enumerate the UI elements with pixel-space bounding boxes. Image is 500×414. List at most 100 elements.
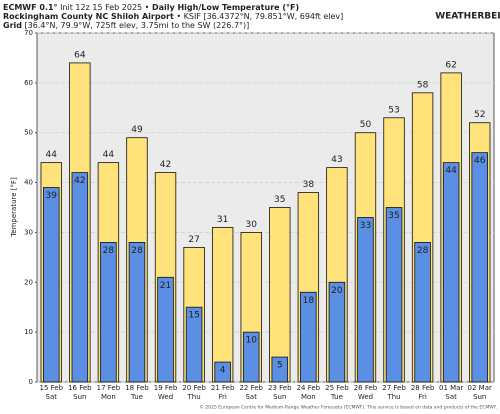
x-tick-label: Sat bbox=[46, 393, 58, 401]
value-label: 21 bbox=[160, 281, 171, 291]
x-tick-label: Sun bbox=[273, 393, 286, 401]
y-tick-label: 0 bbox=[29, 378, 33, 386]
value-label: 30 bbox=[245, 220, 257, 230]
value-label: 52 bbox=[474, 110, 485, 120]
x-tick-label: 21 Feb bbox=[211, 384, 235, 392]
title-init: Init 12z 15 Feb 2025 • bbox=[60, 3, 149, 12]
value-label: 18 bbox=[303, 296, 315, 306]
value-label: 49 bbox=[131, 125, 143, 135]
x-tick-label: Sun bbox=[473, 393, 486, 401]
y-axis-label: Temperature [°F] bbox=[10, 177, 18, 238]
x-tick-label: Sat bbox=[245, 393, 257, 401]
x-tick-label: Sat bbox=[445, 393, 457, 401]
bar bbox=[271, 356, 289, 383]
footer: © 2025 European Centre for Medium-Range … bbox=[199, 404, 497, 411]
title-model: ECMWF 0.1° bbox=[3, 3, 58, 12]
x-tick-label: 26 Feb bbox=[354, 384, 378, 392]
value-label: 42 bbox=[74, 176, 85, 186]
bar bbox=[157, 276, 174, 383]
bar bbox=[269, 207, 291, 383]
bar bbox=[100, 241, 117, 383]
value-label: 46 bbox=[474, 156, 486, 166]
x-tick-label: Wed bbox=[158, 393, 173, 401]
value-label: 64 bbox=[74, 50, 86, 60]
value-label: 53 bbox=[388, 105, 399, 115]
bar bbox=[328, 281, 346, 383]
subtitle-coords: • KSIF [36.4372°N, 79.851°W, 694ft elev] bbox=[176, 12, 343, 21]
x-tick-label: 19 Feb bbox=[154, 384, 178, 392]
x-tick-label: 22 Feb bbox=[239, 384, 263, 392]
value-label: 62 bbox=[445, 60, 456, 70]
value-label: 28 bbox=[103, 246, 115, 256]
grid-info: Grid [36.4°N, 79.9°W, 725ft elev, 3.75mi… bbox=[3, 21, 249, 30]
value-label: 50 bbox=[360, 120, 372, 130]
value-label: 58 bbox=[417, 80, 429, 90]
x-tick-label: Tue bbox=[330, 393, 343, 401]
y-tick-label: 40 bbox=[24, 179, 33, 187]
bar bbox=[300, 291, 317, 383]
value-label: 4 bbox=[220, 366, 226, 376]
y-tick-label: 50 bbox=[24, 129, 33, 137]
x-tick-label: 16 Feb bbox=[68, 384, 92, 392]
x-tick-label: Thu bbox=[386, 393, 400, 401]
value-label: 43 bbox=[331, 155, 342, 165]
value-label: 39 bbox=[46, 191, 58, 201]
bar bbox=[442, 162, 460, 383]
bar bbox=[43, 187, 60, 383]
x-tick-label: 18 Feb bbox=[125, 384, 149, 392]
bar bbox=[385, 207, 403, 383]
x-tick-label: 25 Feb bbox=[325, 384, 349, 392]
x-tick-label: 01 Mar bbox=[439, 384, 463, 392]
x-tick-label: 23 Feb bbox=[268, 384, 292, 392]
logo: WEATHERBELL bbox=[435, 12, 500, 22]
bar bbox=[214, 361, 231, 383]
x-tick-label: Tue bbox=[130, 393, 143, 401]
y-tick-label: 30 bbox=[24, 228, 33, 236]
y-tick-label: 10 bbox=[24, 328, 33, 336]
value-label: 15 bbox=[188, 311, 199, 321]
value-label: 44 bbox=[46, 150, 58, 160]
y-tick-label: 60 bbox=[24, 79, 33, 87]
value-label: 27 bbox=[188, 235, 199, 245]
value-label: 38 bbox=[303, 180, 315, 190]
grid-info-label: Grid bbox=[3, 21, 22, 30]
bar bbox=[357, 217, 374, 383]
y-tick-label: 20 bbox=[24, 278, 33, 286]
value-label: 28 bbox=[417, 246, 429, 256]
value-label: 33 bbox=[360, 221, 371, 231]
x-tick-label: 02 Mar bbox=[468, 384, 492, 392]
x-tick-label: Mon bbox=[101, 393, 116, 401]
value-label: 44 bbox=[103, 150, 115, 160]
bar bbox=[242, 331, 260, 383]
title: ECMWF 0.1° Init 12z 15 Feb 2025 • Daily … bbox=[3, 3, 299, 12]
x-tick-label: Fri bbox=[218, 393, 226, 401]
value-label: 10 bbox=[245, 336, 257, 346]
value-label: 31 bbox=[217, 215, 228, 225]
bar bbox=[471, 152, 488, 383]
bar bbox=[71, 172, 89, 383]
x-tick-label: Thu bbox=[187, 393, 201, 401]
value-label: 5 bbox=[277, 361, 283, 371]
bar bbox=[211, 227, 234, 383]
x-tick-label: Fri bbox=[418, 393, 426, 401]
x-tick-label: Mon bbox=[301, 393, 316, 401]
x-tick-label: 20 Feb bbox=[182, 384, 206, 392]
x-tick-label: Sun bbox=[73, 393, 86, 401]
subtitle: Rockingham County NC Shiloh Airport • KS… bbox=[3, 12, 343, 21]
value-label: 20 bbox=[331, 286, 343, 296]
value-label: 42 bbox=[160, 160, 171, 170]
value-label: 44 bbox=[445, 166, 457, 176]
grid-info-coords: [36.4°N, 79.9°W, 725ft elev, 3.75mi to t… bbox=[25, 21, 250, 30]
bar bbox=[185, 306, 203, 383]
x-tick-label: Wed bbox=[358, 393, 373, 401]
title-product: Daily High/Low Temperature (°F) bbox=[152, 3, 299, 12]
value-label: 35 bbox=[274, 195, 285, 205]
bar bbox=[414, 241, 431, 383]
subtitle-station: Rockingham County NC Shiloh Airport bbox=[3, 12, 174, 21]
x-tick-label: 15 Feb bbox=[40, 384, 64, 392]
value-label: 35 bbox=[388, 211, 399, 221]
bar bbox=[128, 241, 146, 383]
x-tick-label: 24 Feb bbox=[297, 384, 321, 392]
